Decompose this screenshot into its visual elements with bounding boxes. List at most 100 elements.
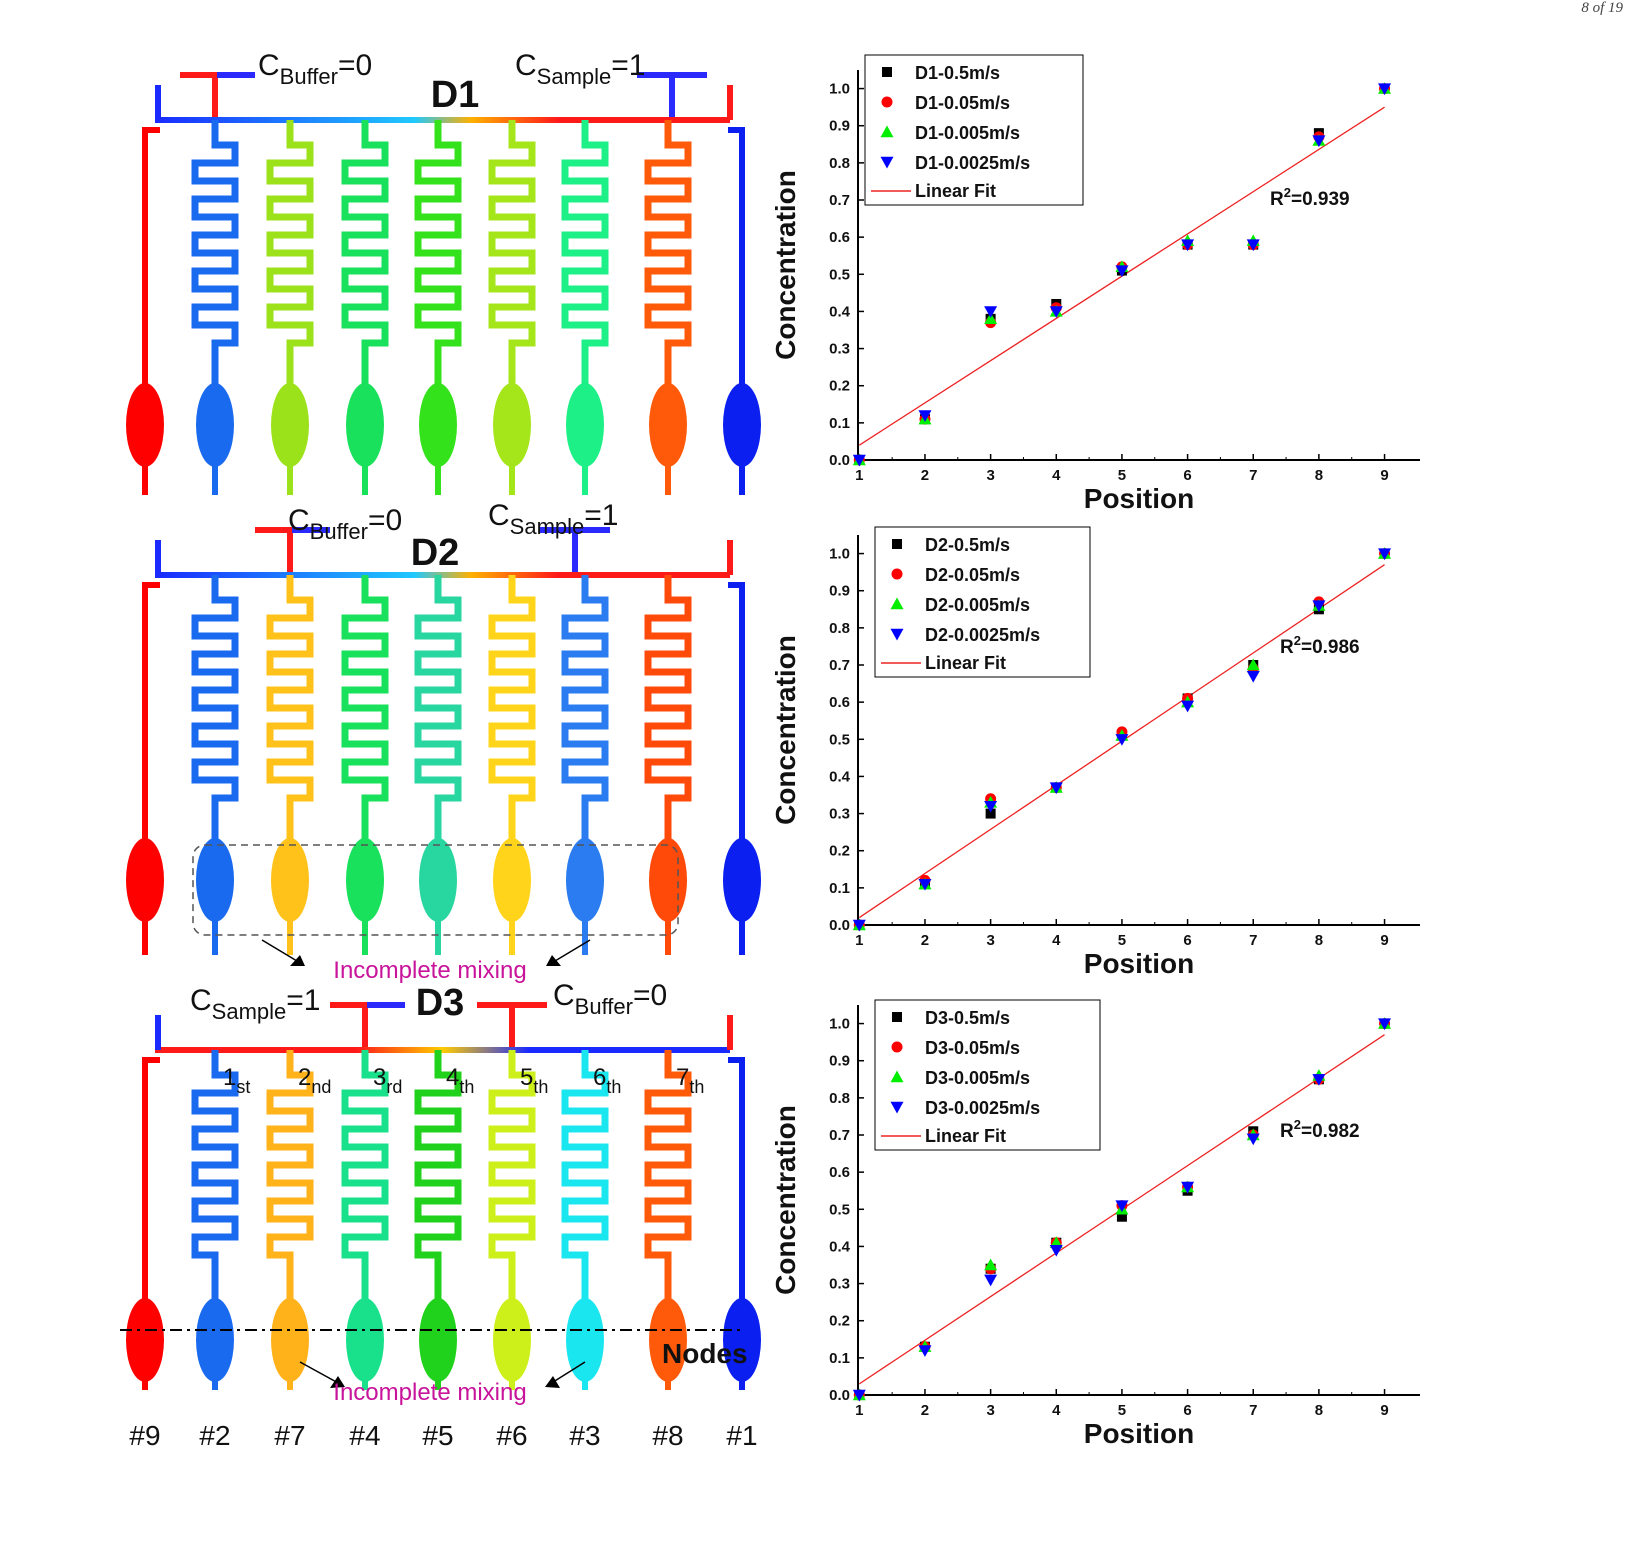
data-point bbox=[1246, 239, 1260, 252]
data-point bbox=[1312, 135, 1326, 148]
outlet-chamber bbox=[723, 383, 761, 467]
x-tick-label: 9 bbox=[1380, 467, 1388, 484]
outlet-number: #5 bbox=[422, 1420, 453, 1451]
side-channel-right bbox=[728, 1057, 745, 1390]
data-point bbox=[852, 454, 866, 467]
outlet-number: #6 bbox=[496, 1420, 527, 1451]
legend-label: D3-0.0025m/s bbox=[925, 1098, 1040, 1118]
legend-label: D1-0.0025m/s bbox=[915, 153, 1030, 173]
y-tick-label: 0.7 bbox=[829, 657, 850, 674]
serpentine-channel bbox=[266, 1050, 314, 1340]
y-tick-label: 1.0 bbox=[829, 81, 850, 98]
side-channel-left bbox=[142, 582, 160, 955]
branch-ordinal: 7th bbox=[676, 1064, 704, 1097]
serpentine-channel bbox=[488, 120, 536, 425]
right-inlet-label: CSample=1 bbox=[515, 49, 645, 89]
serpentine-channel bbox=[561, 1050, 609, 1340]
y-tick-label: 0.8 bbox=[829, 1090, 850, 1107]
legend-label: Linear Fit bbox=[925, 653, 1006, 673]
data-point bbox=[918, 1345, 932, 1357]
page-corner-text: 8 of 19 bbox=[1581, 0, 1623, 16]
legend-label: Linear Fit bbox=[925, 1126, 1006, 1146]
inlet-left bbox=[180, 72, 250, 120]
chart-d1: 0.0 0.1 0.2 0.3 0.4 0.5 0.6 0.7 0.8 0.9 1.0 1 2 3 4 5 6 7… bbox=[770, 54, 1420, 514]
y-tick-label: 0.1 bbox=[829, 880, 850, 897]
chart-d2: 0.0 0.1 0.2 0.3 0.4 0.5 0.6 0.7 0.8 0.9 1.0 1 2 3 4 5 6 7… bbox=[770, 526, 1420, 979]
legend-box bbox=[874, 526, 1091, 678]
outlet-chamber bbox=[126, 838, 164, 922]
data-point bbox=[892, 1012, 902, 1022]
data-point bbox=[892, 539, 902, 549]
annotation-arrow-left bbox=[299, 1361, 341, 1385]
outlet-chamber bbox=[346, 383, 384, 467]
serpentine-channel bbox=[561, 575, 609, 880]
distribution-bus bbox=[155, 117, 730, 123]
y-tick-label: 0.4 bbox=[829, 303, 851, 320]
legend-label: D2-0.005m/s bbox=[925, 595, 1030, 615]
side-channel-left bbox=[142, 127, 160, 495]
x-tick-label: 6 bbox=[1183, 1402, 1191, 1419]
data-point bbox=[984, 312, 998, 325]
x-tick-label: 3 bbox=[986, 467, 994, 484]
legend-label: D3-0.05m/s bbox=[925, 1038, 1020, 1058]
outlet-number: #2 bbox=[199, 1420, 230, 1451]
outlet-chamber bbox=[346, 838, 384, 922]
x-tick-label: 5 bbox=[1118, 467, 1126, 484]
serpentine-channel bbox=[488, 1050, 536, 1340]
y-tick-label: 0.2 bbox=[829, 378, 850, 395]
x-tick-label: 7 bbox=[1249, 467, 1257, 484]
serpentine-channel bbox=[266, 575, 314, 880]
x-tick-label: 3 bbox=[986, 932, 994, 949]
serpentine-channel bbox=[414, 120, 462, 425]
data-point bbox=[1181, 700, 1195, 713]
annotation-arrow-right bbox=[549, 939, 591, 965]
data-point bbox=[890, 1101, 904, 1114]
y-tick-label: 0.8 bbox=[829, 155, 850, 172]
data-point bbox=[852, 919, 866, 932]
distribution-bus bbox=[155, 572, 730, 578]
left-inlet-label: CSample=1 bbox=[190, 984, 320, 1024]
outlet-chamber bbox=[566, 383, 604, 467]
inlet-right bbox=[540, 527, 610, 575]
left-inlet-label: CBuffer=0 bbox=[288, 504, 402, 544]
x-tick-label: 5 bbox=[1118, 932, 1126, 949]
chart-d3: 0.0 0.1 0.2 0.3 0.4 0.5 0.6 0.7 0.8 0.9 1.0 1 2 3 4 5 6 7… bbox=[770, 999, 1420, 1449]
data-point bbox=[1378, 1018, 1392, 1031]
data-point bbox=[890, 597, 904, 610]
arrowhead bbox=[546, 955, 561, 966]
annotation-arrow-right bbox=[549, 1361, 586, 1385]
serpentine-channel bbox=[561, 120, 609, 425]
outlet-number: #7 bbox=[274, 1420, 305, 1451]
x-tick-label: 3 bbox=[986, 1402, 994, 1419]
outlet-chamber bbox=[493, 383, 531, 467]
y-axis-label: Concentration bbox=[770, 635, 801, 825]
legend-label: Linear Fit bbox=[915, 181, 996, 201]
outlet-chamber bbox=[126, 383, 164, 467]
y-tick-label: 0.2 bbox=[829, 1313, 850, 1330]
series-3 bbox=[852, 548, 1392, 932]
y-tick-label: 0.9 bbox=[829, 583, 850, 600]
x-tick-label: 6 bbox=[1183, 467, 1191, 484]
data-point bbox=[1312, 1074, 1326, 1086]
data-point bbox=[1246, 670, 1260, 683]
arrowhead bbox=[545, 1376, 560, 1388]
chip-d1: D1 CBuffer=0 CSample=1 bbox=[126, 49, 761, 495]
outlet-chamber bbox=[419, 838, 457, 922]
data-point bbox=[984, 1258, 998, 1271]
y-tick-label: 0.9 bbox=[829, 118, 850, 135]
serpentine-channel bbox=[341, 575, 389, 880]
outlet-chamber bbox=[566, 838, 604, 922]
x-tick-label: 2 bbox=[921, 467, 929, 484]
data-point bbox=[1312, 600, 1326, 613]
serpentine-channel bbox=[644, 575, 692, 880]
incomplete-mixing-box bbox=[192, 844, 679, 936]
data-point bbox=[1116, 1211, 1127, 1222]
y-tick-label: 0.3 bbox=[829, 1276, 850, 1293]
outlet-number: #3 bbox=[569, 1420, 600, 1451]
y-tick-label: 0.0 bbox=[829, 917, 850, 934]
x-tick-label: 4 bbox=[1052, 932, 1061, 949]
serpentine-channel bbox=[644, 120, 692, 425]
branch-ordinal: 5th bbox=[520, 1064, 548, 1097]
data-point bbox=[1049, 306, 1063, 318]
